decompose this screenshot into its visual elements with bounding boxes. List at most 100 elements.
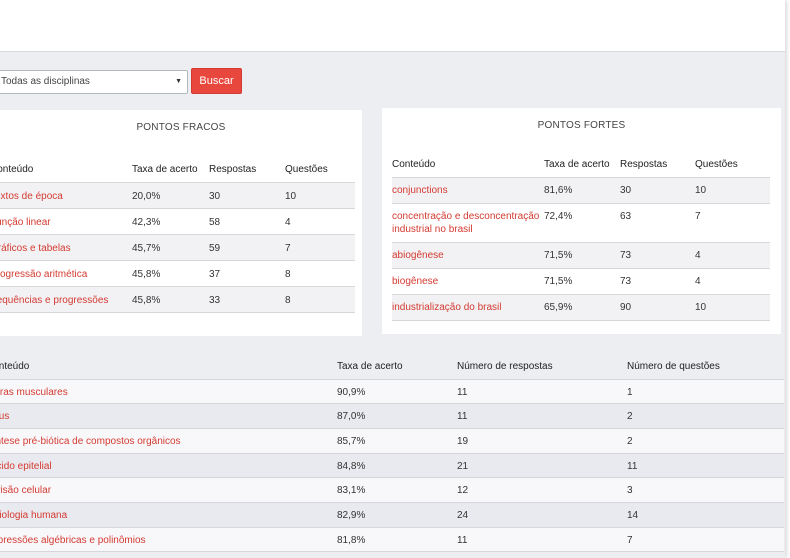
content-link[interactable]: Divisão celular (0, 477, 337, 503)
chevron-down-icon: ▼ (175, 78, 182, 85)
accuracy-cell: 72,4% (544, 203, 620, 243)
content-link[interactable]: Síntese pré-biótica de compostos orgânic… (0, 428, 337, 454)
table-row: concentração e desconcentração industria… (392, 203, 770, 243)
questions-cell: 4 (695, 242, 770, 269)
questions-cell: 7 (627, 527, 784, 553)
table-header-row: Conteúdo Taxa de acerto Respostas Questõ… (392, 142, 770, 178)
col-header-question-count: Número de questões (627, 354, 784, 380)
weak-points-table: Conteúdo Taxa de acerto Respostas Questõ… (0, 144, 355, 313)
content-link[interactable]: Fisiologia humana (0, 502, 337, 528)
accuracy-cell: 83,1% (337, 477, 457, 503)
col-header-questions: Questões (695, 142, 770, 178)
answers-cell: 63 (620, 203, 695, 243)
answers-cell: 11 (457, 403, 627, 429)
questions-cell: 7 (695, 203, 770, 243)
accuracy-cell: 82,9% (337, 502, 457, 528)
table-row: Fisiologia humana 82,9% 24 14 (0, 502, 784, 528)
strong-points-table: Conteúdo Taxa de acerto Respostas Questõ… (392, 142, 770, 321)
col-header-content: Conteúdo (0, 144, 132, 183)
col-header-accuracy: Taxa de acerto (544, 142, 620, 178)
accuracy-cell: 45,7% (132, 234, 209, 261)
answers-cell: 30 (620, 177, 695, 204)
accuracy-cell: 84,8% (337, 453, 457, 479)
questions-cell: 7 (285, 234, 355, 261)
table-row: Vírus 87,0% 11 2 (0, 403, 784, 429)
accuracy-cell: 71,5% (544, 242, 620, 269)
content-link[interactable]: Textos de época (0, 182, 132, 209)
content-link[interactable]: Vírus (0, 403, 337, 429)
content-link[interactable]: biogênese (392, 268, 544, 295)
col-header-content: Conteúdo (0, 354, 337, 380)
col-header-accuracy: Taxa de acerto (337, 354, 457, 380)
accuracy-cell: 90,9% (337, 379, 457, 405)
answers-cell: 37 (209, 260, 285, 287)
col-header-accuracy: Taxa de acerto (132, 144, 209, 183)
all-contents-table: Conteúdo Taxa de acerto Número de respos… (0, 354, 784, 553)
table-row: Progressão aritmética 45,8% 37 8 (0, 260, 355, 287)
questions-cell: 1 (627, 379, 784, 405)
answers-cell: 11 (457, 527, 627, 553)
col-header-content: Conteúdo (392, 142, 544, 178)
accuracy-cell: 87,0% (337, 403, 457, 429)
accuracy-cell: 81,8% (337, 527, 457, 553)
content-link[interactable]: abiogênese (392, 242, 544, 269)
content-link[interactable]: Progressão aritmética (0, 260, 132, 287)
table-header-row: Conteúdo Taxa de acerto Número de respos… (0, 354, 784, 380)
table-row: Textos de época 20,0% 30 10 (0, 182, 355, 209)
discipline-select-value: Todas as disciplinas (1, 76, 90, 87)
content-link[interactable]: Gráficos e tabelas (0, 234, 132, 261)
questions-cell: 8 (285, 260, 355, 287)
questions-cell: 4 (285, 208, 355, 235)
accuracy-cell: 81,6% (544, 177, 620, 204)
accuracy-cell: 45,8% (132, 260, 209, 287)
answers-cell: 33 (209, 286, 285, 313)
content-link[interactable]: Fibras musculares (0, 379, 337, 405)
questions-cell: 3 (627, 477, 784, 503)
search-button[interactable]: Buscar (191, 68, 242, 94)
answers-cell: 24 (457, 502, 627, 528)
questions-cell: 2 (627, 428, 784, 454)
questions-cell: 2 (627, 403, 784, 429)
content-link[interactable]: industrialização do brasil (392, 294, 544, 321)
table-row: Expressões algébricas e polinômios 81,8%… (0, 527, 784, 553)
answers-cell: 73 (620, 242, 695, 269)
col-header-answer-count: Número de respostas (457, 354, 627, 380)
table-row: conjunctions 81,6% 30 10 (392, 177, 770, 204)
strong-points-panel: PONTOS FORTES Conteúdo Taxa de acerto Re… (382, 108, 781, 334)
discipline-select[interactable]: Todas as disciplinas ▼ (0, 70, 188, 94)
col-header-answers: Respostas (620, 142, 695, 178)
questions-cell: 10 (695, 177, 770, 204)
table-row: industrialização do brasil 65,9% 90 10 (392, 294, 770, 321)
table-header-row: Conteúdo Taxa de acerto Respostas Questõ… (0, 144, 355, 183)
table-row: biogênese 71,5% 73 4 (392, 268, 770, 295)
answers-cell: 30 (209, 182, 285, 209)
content-link[interactable]: conjunctions (392, 177, 544, 204)
answers-cell: 21 (457, 453, 627, 479)
table-row: Sequências e progressões 45,8% 33 8 (0, 286, 355, 313)
answers-cell: 73 (620, 268, 695, 295)
content-link[interactable]: Função linear (0, 208, 132, 235)
weak-points-panel: PONTOS FRACOS Conteúdo Taxa de acerto Re… (0, 110, 362, 336)
content-link[interactable]: Expressões algébricas e polinômios (0, 527, 337, 553)
col-header-questions: Questões (285, 144, 355, 183)
answers-cell: 11 (457, 379, 627, 405)
table-row: Fibras musculares 90,9% 11 1 (0, 379, 784, 405)
questions-cell: 10 (285, 182, 355, 209)
questions-cell: 14 (627, 502, 784, 528)
questions-cell: 8 (285, 286, 355, 313)
answers-cell: 59 (209, 234, 285, 261)
accuracy-cell: 42,3% (132, 208, 209, 235)
content-link[interactable]: Sequências e progressões (0, 286, 132, 313)
answers-cell: 19 (457, 428, 627, 454)
table-row: Divisão celular 83,1% 12 3 (0, 477, 784, 503)
content-link[interactable]: concentração e desconcentração industria… (392, 203, 544, 243)
table-row: Tecido epitelial 84,8% 21 11 (0, 453, 784, 479)
questions-cell: 11 (627, 453, 784, 479)
content-link[interactable]: Tecido epitelial (0, 453, 337, 479)
weak-points-title: PONTOS FRACOS (136, 122, 226, 133)
col-header-answers: Respostas (209, 144, 285, 183)
answers-cell: 58 (209, 208, 285, 235)
top-bar (0, 0, 785, 52)
accuracy-cell: 85,7% (337, 428, 457, 454)
